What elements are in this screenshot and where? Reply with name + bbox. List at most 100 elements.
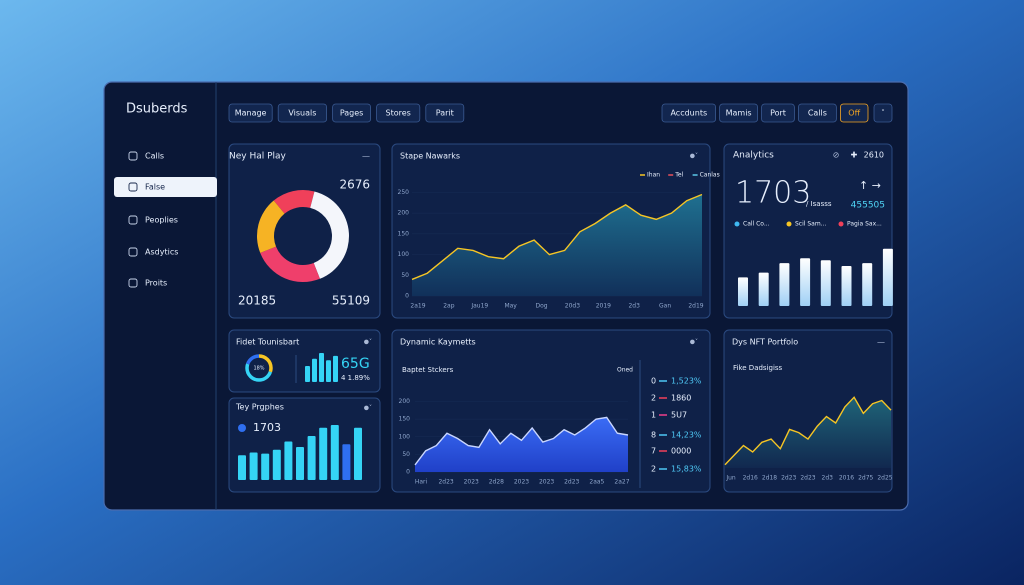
area-fill xyxy=(415,417,628,472)
nav-icon[interactable] xyxy=(128,278,138,288)
y-tick-label: 200 xyxy=(399,398,411,405)
x-tick-label: 2023 xyxy=(464,479,479,486)
legend-label: Call Co... xyxy=(743,221,770,228)
y-tick-label: 0 xyxy=(405,293,409,300)
menu-icon[interactable]: ●˅ xyxy=(690,153,698,160)
x-tick-label: 2a19 xyxy=(410,303,425,310)
donut-segment xyxy=(310,191,349,279)
ring-arc xyxy=(245,354,273,382)
stat: 2676 xyxy=(339,178,370,192)
nav-icon[interactable] xyxy=(128,151,138,161)
bar xyxy=(261,453,270,480)
x-tick-label: 2d3 xyxy=(628,303,640,310)
toolbar-label[interactable]: Manage xyxy=(235,109,267,118)
toolbar-button[interactable] xyxy=(798,103,837,123)
toolbar-button[interactable] xyxy=(761,103,795,123)
toolbar-label[interactable]: Mamis xyxy=(726,109,752,118)
badge: 2610 xyxy=(864,151,884,160)
nav-item[interactable]: Peoplies xyxy=(145,216,178,225)
bar xyxy=(758,272,769,306)
bar xyxy=(249,452,258,480)
nav-item[interactable]: Calls xyxy=(145,152,164,161)
toolbar-label[interactable]: Parit xyxy=(436,109,454,118)
ring-label: 18% xyxy=(253,366,264,372)
toolbar-label[interactable]: Visuals xyxy=(288,109,316,118)
bar xyxy=(284,441,293,480)
x-tick-label: 2023 xyxy=(539,479,554,486)
nav-icon[interactable] xyxy=(128,182,138,192)
bar xyxy=(882,248,893,306)
nav-icon[interactable] xyxy=(128,247,138,257)
menu-icon[interactable]: ●˅ xyxy=(690,339,698,346)
nav-active-bg[interactable] xyxy=(114,177,217,197)
x-tick-label: 2d16 xyxy=(743,475,758,482)
app-title: Dsuberds xyxy=(126,102,188,117)
bar xyxy=(820,260,831,306)
legend-label: Scil Sam... xyxy=(795,221,826,228)
nav-item[interactable]: False xyxy=(145,183,165,192)
x-tick-label: May xyxy=(504,303,517,310)
menu-icon[interactable]: — xyxy=(362,152,370,161)
toolbar-button[interactable] xyxy=(228,103,273,123)
arrow-icons[interactable]: ↑ → xyxy=(859,179,881,192)
subtitle: Baptet Stckers xyxy=(402,366,454,374)
add-icon[interactable]: ✚ xyxy=(851,151,858,160)
dropdown-icon[interactable]: ˅ xyxy=(881,109,885,117)
toolbar-button[interactable] xyxy=(425,103,465,123)
settings-icon[interactable]: ⊘ xyxy=(833,151,840,160)
y-tick-label: 200 xyxy=(398,210,410,217)
x-tick-label: 20d3 xyxy=(565,303,580,310)
x-tick-label: Dog xyxy=(536,303,548,310)
toolbar-button[interactable] xyxy=(332,103,372,123)
toolbar-label[interactable]: Stores xyxy=(386,109,411,118)
toolbar-button[interactable] xyxy=(277,103,328,123)
list-value: 1860 xyxy=(671,394,691,403)
bar xyxy=(312,358,317,382)
x-tick-label: Gan xyxy=(659,303,671,310)
nav-icon[interactable] xyxy=(128,215,138,225)
legend-label: Pagia Sax... xyxy=(847,221,882,228)
nav-item[interactable]: Asdytics xyxy=(145,248,178,257)
menu-icon[interactable]: ●˅ xyxy=(364,339,372,346)
unit: / Isasss xyxy=(806,200,832,208)
list-key: 2 xyxy=(651,394,656,403)
menu-icon[interactable]: ●˅ xyxy=(364,405,372,412)
bar xyxy=(354,427,362,480)
x-tick-label: 2d28 xyxy=(489,479,504,486)
x-tick-label: Jau19 xyxy=(470,303,488,310)
x-tick-label: 2a27 xyxy=(614,479,629,486)
card-title: Dynamic Kaymetts xyxy=(400,338,476,347)
card-title: Stape Nawarks xyxy=(400,152,460,161)
nav-item[interactable]: Proits xyxy=(145,279,167,288)
bar xyxy=(841,265,852,306)
x-tick-label: 2d18 xyxy=(762,475,777,482)
toolbar-label[interactable]: Calls xyxy=(808,109,827,118)
card-title: Fidet Tounisbart xyxy=(236,338,299,347)
legend-dot xyxy=(734,221,740,227)
bar xyxy=(738,277,748,306)
card-title: Analytics xyxy=(733,151,774,161)
toolbar-label[interactable]: Pages xyxy=(340,109,364,118)
list-value: 14,23% xyxy=(671,431,702,440)
bar xyxy=(319,353,324,382)
y-tick-label: 100 xyxy=(398,251,410,258)
line xyxy=(724,396,892,466)
toolbar-button[interactable] xyxy=(719,103,758,123)
x-tick-label: 2d3 xyxy=(822,475,834,482)
toolbar-button[interactable] xyxy=(661,103,716,123)
bar xyxy=(307,436,316,480)
toolbar-label[interactable]: Off xyxy=(848,109,860,118)
list-value: 1,523% xyxy=(671,377,702,386)
toolbar-label[interactable]: Port xyxy=(770,109,786,118)
delta: 455505 xyxy=(851,201,885,211)
area-fill xyxy=(725,397,891,468)
dropdown-button[interactable] xyxy=(873,103,893,123)
legend-label: Tel xyxy=(674,172,683,179)
card-title: Dys NFT Portfolo xyxy=(732,338,798,347)
toolbar-button[interactable] xyxy=(376,103,421,123)
toolbar-label[interactable]: Accdunts xyxy=(670,109,707,118)
x-tick-label: Hari xyxy=(415,479,428,486)
menu-icon[interactable]: — xyxy=(877,338,885,347)
donut-segment xyxy=(273,190,315,214)
toolbar-button[interactable] xyxy=(840,103,869,123)
